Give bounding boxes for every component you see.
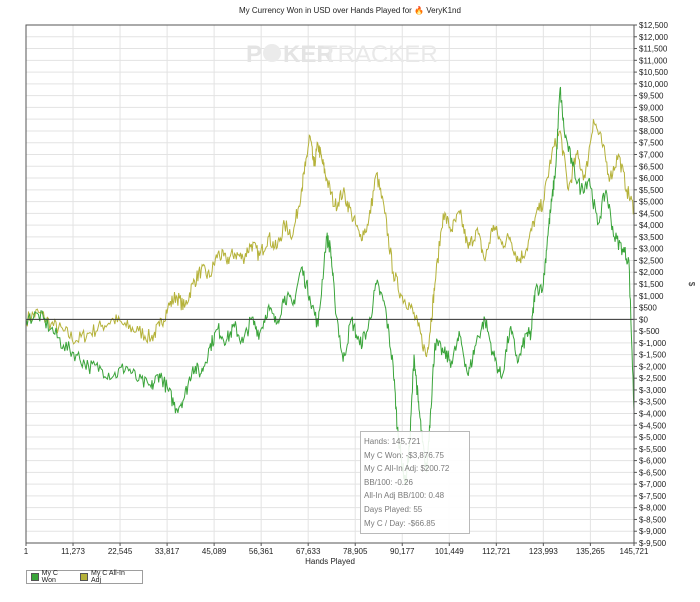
legend-swatch-won xyxy=(31,573,39,581)
series-line-0 xyxy=(25,86,635,486)
y-tick-label-12: $6,500 xyxy=(639,162,664,171)
series-line-1 xyxy=(25,119,635,358)
flame-icon: 🔥 xyxy=(414,6,425,15)
y-tick-label-29: $-2,000 xyxy=(639,362,667,371)
y-tick-label-35: $-5,000 xyxy=(639,433,667,442)
legend-item-allin[interactable]: My C All-In Adj xyxy=(80,570,134,584)
y-tick-label-16: $4,500 xyxy=(639,209,664,218)
x-tick-label-3: 33,817 xyxy=(155,547,180,556)
hover-tooltip: Hands: 145,721 My C Won: -$3,876.75 My C… xyxy=(360,431,470,534)
y-tick-label-15: $5,000 xyxy=(639,198,664,207)
legend-item-won[interactable]: My C Won xyxy=(31,570,72,584)
x-tick-label-2: 22,545 xyxy=(108,547,133,556)
legend-label-allin: My C All-In Adj xyxy=(91,570,125,584)
x-tick-label-13: 145,721 xyxy=(620,547,649,556)
watermark-p: P xyxy=(246,41,262,68)
x-tick-label-6: 67,633 xyxy=(296,547,321,556)
y-tick-label-40: $-7,500 xyxy=(639,492,667,501)
y-tick-label-42: $-8,500 xyxy=(639,515,667,524)
y-tick-label-20: $2,500 xyxy=(639,256,664,265)
watermark-logo: P KER TRACKER xyxy=(246,41,438,68)
y-tick-label-26: $-500 xyxy=(639,327,660,336)
y-tick-label-9: $8,000 xyxy=(639,127,664,136)
tooltip-hands: Hands: 145,721 xyxy=(364,437,421,446)
legend-label-won: My C Won xyxy=(41,570,58,584)
title-player: VeryK1nd xyxy=(426,6,461,15)
y-tick-label-38: $-6,500 xyxy=(639,468,667,477)
y-tick-label-31: $-3,000 xyxy=(639,386,667,395)
y-tick-label-23: $1,000 xyxy=(639,292,664,301)
y-tick-label-7: $9,000 xyxy=(639,103,664,112)
x-axis: 1 11,273 22,545 33,817 45,089 56,361 67,633 78,… xyxy=(24,543,649,556)
tooltip-allin-bb100: All-In Adj BB/100: 0.48 xyxy=(364,491,445,501)
y-tick-label-34: $-4,500 xyxy=(639,421,667,430)
y-tick-label-44: $-9,500 xyxy=(639,539,667,548)
x-tick-label-5: 56,361 xyxy=(249,547,274,556)
y-tick-label-5: $10,000 xyxy=(639,80,668,89)
series-lines xyxy=(25,86,635,486)
chart-title: My Currency Won in USD over Hands Played… xyxy=(0,6,700,15)
y-tick-label-25: $0 xyxy=(639,315,648,324)
legend-swatch-allin xyxy=(80,573,89,581)
y-tick-label-21: $2,000 xyxy=(639,268,664,277)
y-tick-label-17: $4,000 xyxy=(639,221,664,230)
x-tick-label-8: 90,177 xyxy=(390,547,415,556)
y-tick-label-10: $7,500 xyxy=(639,139,664,148)
grid-lines xyxy=(25,24,635,544)
y-tick-label-1: $12,000 xyxy=(639,33,668,42)
y-tick-label-19: $3,000 xyxy=(639,245,664,254)
y-tick-label-24: $500 xyxy=(639,304,657,313)
y-tick-label-30: $-2,500 xyxy=(639,374,667,383)
y-tick-label-27: $-1,000 xyxy=(639,339,667,348)
watermark-ker: KER xyxy=(283,41,334,68)
x-tick-label-4: 45,089 xyxy=(202,547,227,556)
y-tick-label-28: $-1,500 xyxy=(639,351,667,360)
y-tick-label-22: $1,500 xyxy=(639,280,664,289)
x-tick-label-12: 135,265 xyxy=(576,547,605,556)
y-tick-label-3: $11,000 xyxy=(639,56,668,65)
y-tick-label-32: $-3,500 xyxy=(639,398,667,407)
y-axis: $12,500 $12,000 $11,500 $11,000 $10,500 $10,0… xyxy=(634,21,668,548)
tooltip-won: My C Won: -$3,876.75 xyxy=(364,450,444,460)
x-tick-label-9: 101,449 xyxy=(435,547,464,556)
title-prefix: My Currency Won in USD over Hands Played… xyxy=(239,6,412,15)
x-tick-label-10: 112,721 xyxy=(482,547,511,556)
tooltip-bb100: BB/100: -0.26 xyxy=(364,477,413,487)
watermark-chip-icon xyxy=(263,44,281,62)
y-tick-label-6: $9,500 xyxy=(639,92,664,101)
y-tick-label-11: $7,000 xyxy=(639,151,664,160)
y-tick-label-2: $11,500 xyxy=(639,45,668,54)
x-tick-label-1: 11,273 xyxy=(61,547,85,556)
tooltip-per-day: My C / Day: -$66.85 xyxy=(364,518,436,528)
x-tick-label-11: 123,993 xyxy=(529,547,558,556)
x-tick-label-0: 1 xyxy=(24,547,29,556)
y-tick-label-43: $-9,000 xyxy=(639,527,667,536)
y-tick-label-36: $-5,500 xyxy=(639,445,667,454)
y-tick-label-13: $6,000 xyxy=(639,174,664,183)
y-tick-label-33: $-4,000 xyxy=(639,410,667,419)
legend: My C Won My C All-In Adj xyxy=(26,570,143,584)
x-tick-label-7: 78,905 xyxy=(343,547,368,556)
tooltip-days: Days Played: 55 xyxy=(364,504,423,514)
y-tick-label-8: $8,500 xyxy=(639,115,664,124)
y-tick-label-37: $-6,000 xyxy=(639,457,667,466)
x-axis-label: Hands Played xyxy=(305,557,355,566)
y-tick-label-0: $12,500 xyxy=(639,21,668,30)
y-tick-label-41: $-8,000 xyxy=(639,504,667,513)
y-tick-label-14: $5,500 xyxy=(639,186,664,195)
y-tick-label-4: $10,500 xyxy=(639,68,668,77)
tooltip-allin: My C All-In Adj: $200.72 xyxy=(364,464,450,474)
watermark-tracker: TRACKER xyxy=(323,41,438,68)
y-tick-label-18: $3,500 xyxy=(639,233,664,242)
y-axis-label: $ xyxy=(687,282,696,287)
y-tick-label-39: $-7,000 xyxy=(639,480,667,489)
